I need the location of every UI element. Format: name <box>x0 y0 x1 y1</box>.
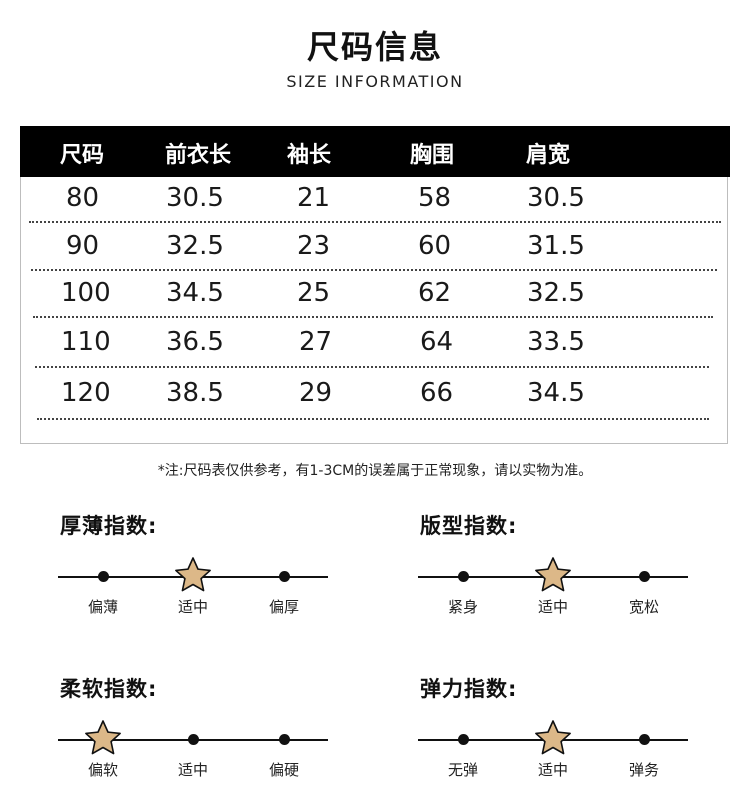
cell-size: 90 <box>66 231 100 261</box>
selected-star-icon <box>535 557 571 592</box>
scale-label-high: 宽松 <box>628 598 659 616</box>
table-row: 120 38.5 29 66 34.5 <box>21 372 727 420</box>
header-size: 尺码 <box>60 143 105 168</box>
cell-shoulder: 30.5 <box>527 183 585 213</box>
page-subtitle: SIZE INFORMATION <box>286 72 464 91</box>
scale-dot-icon <box>457 571 469 582</box>
scale-label-mid: 适中 <box>177 761 208 779</box>
cell-sleeve-length: 23 <box>297 231 331 261</box>
scale-label-low: 紧身 <box>447 598 478 616</box>
fit-index-title: 版型指数: <box>420 514 518 538</box>
table-row: 110 36.5 27 64 33.5 <box>21 321 727 369</box>
cell-front-length: 30.5 <box>166 183 224 213</box>
cell-sleeve-length: 27 <box>299 327 333 357</box>
cell-size: 80 <box>66 183 100 213</box>
header-sleeve-length: 袖长 <box>287 143 332 168</box>
row-divider <box>33 316 713 318</box>
scale-dot-icon <box>638 571 650 582</box>
header-chest: 胸围 <box>410 143 455 168</box>
cell-size: 120 <box>61 378 111 408</box>
star-shape <box>175 557 211 592</box>
cell-chest: 62 <box>418 278 452 308</box>
cell-chest: 64 <box>420 327 454 357</box>
scale-label-high: 偏厚 <box>268 598 299 616</box>
selected-star-icon <box>85 720 121 755</box>
scale-label-mid: 适中 <box>537 598 568 616</box>
scale-label-low: 偏薄 <box>87 598 118 616</box>
row-divider <box>37 418 709 420</box>
table-row: 100 34.5 25 62 32.5 <box>21 272 727 320</box>
elasticity-scale: 无弹 适中 弹务 <box>418 720 688 785</box>
selected-star-icon <box>175 557 211 592</box>
fit-scale: 紧身 适中 宽松 <box>418 557 688 622</box>
scale-label-high: 弹务 <box>628 761 659 779</box>
cell-shoulder: 32.5 <box>527 278 585 308</box>
cell-size: 100 <box>61 278 111 308</box>
cell-chest: 60 <box>418 231 452 261</box>
elasticity-index-title: 弹力指数: <box>420 677 518 701</box>
scale-dot-icon <box>638 734 650 745</box>
scale-label-low: 偏软 <box>87 761 118 779</box>
scale-dot-icon <box>457 734 469 745</box>
cell-front-length: 38.5 <box>166 378 224 408</box>
softness-scale: 偏软 适中 偏硬 <box>58 720 328 785</box>
thickness-index-title: 厚薄指数: <box>60 514 158 538</box>
size-table: 尺码 前衣长 袖长 胸围 肩宽 80 30.5 21 58 30.5 90 32… <box>20 126 730 444</box>
cell-chest: 66 <box>420 378 454 408</box>
cell-sleeve-length: 21 <box>297 183 331 213</box>
scale-dot-icon <box>97 571 109 582</box>
star-shape <box>85 720 121 755</box>
table-row: 90 32.5 23 60 31.5 <box>21 225 727 273</box>
row-divider <box>29 221 721 223</box>
page-title: 尺码信息 <box>306 28 443 66</box>
star-shape <box>535 557 571 592</box>
cell-shoulder: 31.5 <box>527 231 585 261</box>
row-divider <box>35 366 709 368</box>
scale-label-mid: 适中 <box>537 761 568 779</box>
scale-label-low: 无弹 <box>447 761 478 779</box>
header-front-length: 前衣长 <box>165 143 232 168</box>
cell-shoulder: 33.5 <box>527 327 585 357</box>
table-row: 80 30.5 21 58 30.5 <box>21 177 727 225</box>
scale-label-high: 偏硬 <box>268 761 299 779</box>
cell-size: 110 <box>61 327 111 357</box>
selected-star-icon <box>535 720 571 755</box>
scale-label-mid: 适中 <box>177 598 208 616</box>
cell-chest: 58 <box>418 183 452 213</box>
header-shoulder: 肩宽 <box>526 143 571 168</box>
softness-index-title: 柔软指数: <box>60 677 158 701</box>
cell-front-length: 34.5 <box>166 278 224 308</box>
scale-dot-icon <box>278 571 290 582</box>
table-header-row: 尺码 前衣长 袖长 胸围 肩宽 <box>20 126 730 177</box>
scale-dot-icon <box>278 734 290 745</box>
cell-sleeve-length: 29 <box>299 378 333 408</box>
cell-shoulder: 34.5 <box>527 378 585 408</box>
cell-sleeve-length: 25 <box>297 278 331 308</box>
cell-front-length: 32.5 <box>166 231 224 261</box>
thickness-scale: 偏薄 适中 偏厚 <box>58 557 328 622</box>
row-divider <box>31 269 717 271</box>
size-note: *注:尺码表仅供参考，有1-3CM的误差属于正常现象，请以实物为准。 <box>157 463 593 479</box>
cell-front-length: 36.5 <box>166 327 224 357</box>
scale-dot-icon <box>187 734 199 745</box>
star-shape <box>535 720 571 755</box>
